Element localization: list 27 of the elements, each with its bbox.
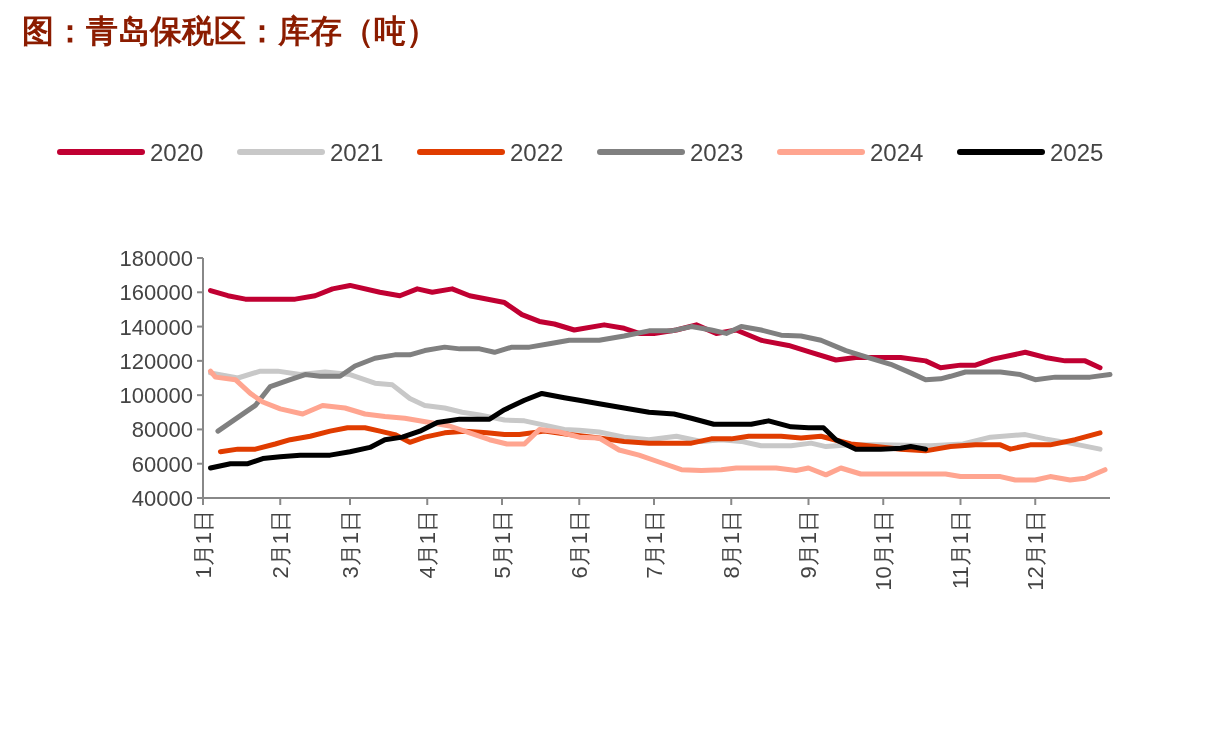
x-tick-label: 1月1日 [191, 510, 216, 579]
y-tick-label: 180000 [119, 246, 193, 271]
y-tick-label: 120000 [119, 348, 193, 374]
x-tick-label: 6月1日 [567, 510, 593, 579]
x-tick-label: 8月1日 [719, 510, 745, 579]
chart-title: 图：青岛保税区：库存（吨） [22, 12, 438, 50]
x-tick-label: 5月1日 [490, 510, 516, 579]
x-tick-label: 10月1日 [871, 510, 897, 591]
y-tick-label: 160000 [119, 280, 193, 306]
y-tick-label: 80000 [131, 417, 193, 443]
legend-label: 2022 [510, 139, 564, 166]
legend-label: 2021 [330, 139, 384, 166]
x-tick-label: 9月1日 [796, 510, 822, 579]
x-tick-label: 3月1日 [338, 510, 364, 579]
x-tick-label: 2月1日 [268, 510, 294, 579]
y-tick-label: 40000 [131, 486, 193, 511]
x-tick-label: 4月1日 [415, 510, 441, 579]
x-tick-label: 11月1日 [948, 510, 974, 590]
legend-label: 2020 [150, 139, 204, 166]
y-tick-label: 100000 [119, 383, 193, 409]
legend-label: 2023 [690, 139, 744, 166]
legend-label: 2024 [870, 139, 924, 166]
y-tick-label: 140000 [119, 314, 193, 340]
x-tick-label: 12月1日 [1023, 510, 1049, 591]
x-tick-label: 7月1日 [642, 510, 668, 579]
legend-label: 2025 [1050, 139, 1104, 166]
y-tick-label: 60000 [131, 451, 193, 477]
